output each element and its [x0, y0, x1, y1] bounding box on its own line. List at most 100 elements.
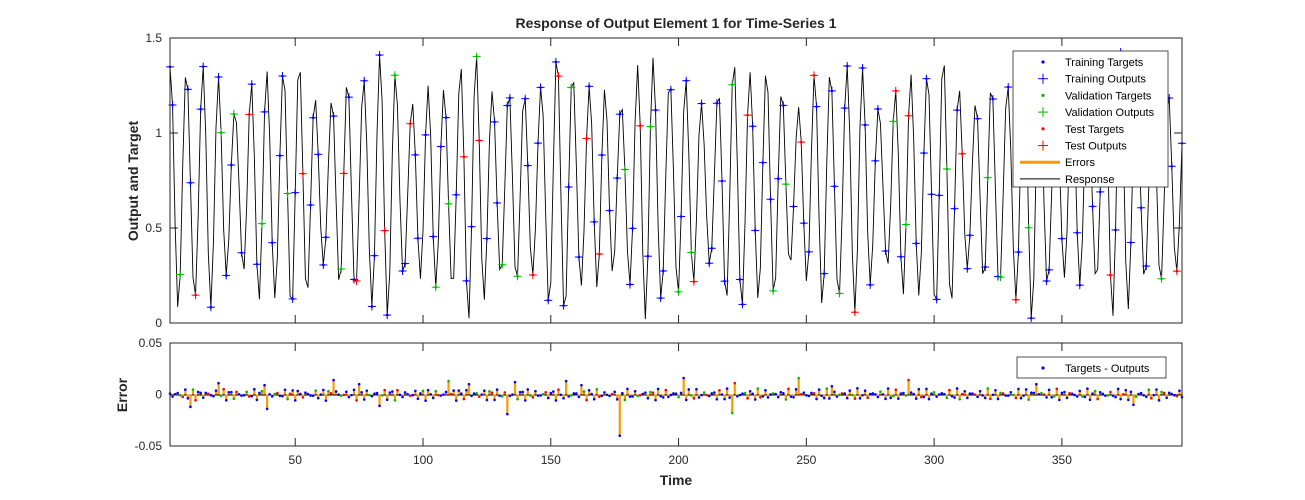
target-marker — [677, 290, 680, 294]
target-marker — [707, 261, 711, 265]
target-marker — [311, 116, 315, 120]
target-marker — [669, 88, 673, 92]
target-marker — [628, 283, 632, 286]
error-point — [1155, 388, 1158, 391]
error-point — [940, 391, 944, 395]
error-point — [360, 391, 363, 394]
legend-label: Response — [1065, 174, 1115, 186]
target-marker — [833, 185, 836, 188]
legend-label: Training Outputs — [1065, 74, 1146, 86]
error-point — [1144, 395, 1148, 399]
target-marker — [1109, 273, 1112, 277]
error-point — [743, 391, 747, 395]
error-point — [884, 397, 887, 401]
error-point — [856, 387, 859, 390]
error-point — [207, 392, 210, 396]
error-point — [728, 396, 731, 399]
target-marker — [1060, 237, 1064, 240]
error-point — [355, 399, 358, 402]
error-point — [1063, 390, 1066, 394]
error-point — [403, 391, 407, 394]
target-marker — [935, 298, 938, 301]
error-point — [1009, 390, 1013, 394]
error-point — [255, 398, 259, 402]
error-point — [608, 394, 611, 398]
error-point — [508, 394, 512, 398]
target-marker — [966, 267, 969, 270]
error-point — [1142, 393, 1145, 397]
target-marker — [523, 97, 527, 100]
error-point — [534, 389, 537, 393]
target-marker — [930, 192, 933, 196]
error-point — [1058, 398, 1061, 402]
error-point — [792, 395, 795, 399]
target-marker — [646, 254, 650, 258]
target-marker — [955, 108, 959, 112]
top-y-tick-label: 1 — [155, 126, 162, 140]
error-point — [334, 390, 338, 393]
error-point — [398, 393, 402, 397]
error-point — [352, 388, 356, 392]
top-legend-box — [1012, 50, 1169, 188]
error-point — [288, 392, 292, 396]
error-point — [191, 388, 195, 391]
error-point — [779, 390, 783, 394]
error-axes: Error Time -0.05 0 0.05 50 100 150 200 250 300 35… — [114, 336, 1184, 488]
error-point — [1104, 394, 1107, 397]
legend-dot-marker — [1041, 127, 1045, 131]
target-marker — [347, 95, 351, 99]
error-point — [1124, 388, 1128, 392]
error-point — [618, 434, 622, 438]
error-point — [858, 397, 862, 400]
target-marker — [853, 310, 857, 314]
target-marker — [516, 274, 519, 278]
target-marker — [615, 176, 619, 180]
error-point — [293, 399, 297, 402]
error-point — [184, 388, 187, 391]
error-point — [886, 387, 890, 390]
target-marker — [884, 249, 887, 253]
target-marker — [322, 263, 325, 267]
error-point — [996, 397, 1000, 401]
error-point — [736, 395, 739, 398]
target-marker — [761, 161, 765, 164]
error-point — [365, 389, 369, 392]
target-marker — [447, 202, 450, 206]
error-point — [186, 397, 190, 400]
target-marker — [217, 75, 220, 79]
target-marker — [1006, 85, 1010, 89]
target-marker — [416, 236, 420, 240]
error-point — [488, 390, 491, 393]
target-marker — [431, 235, 435, 238]
error-point — [863, 389, 867, 392]
error-point — [378, 404, 381, 408]
error-point — [838, 393, 841, 397]
error-point — [797, 376, 800, 380]
error-point — [265, 407, 269, 411]
error-point — [181, 395, 185, 399]
target-marker — [659, 296, 662, 300]
error-point — [715, 398, 719, 401]
target-marker — [600, 153, 604, 157]
error-point — [899, 392, 903, 395]
error-point — [626, 387, 629, 391]
error-point — [1060, 391, 1064, 395]
error-point — [224, 399, 228, 402]
error-point — [337, 393, 340, 397]
target-marker — [373, 254, 376, 257]
target-marker — [230, 163, 233, 167]
error-point — [807, 394, 811, 398]
target-marker — [393, 73, 397, 77]
error-point — [840, 392, 844, 395]
error-point — [738, 393, 742, 397]
target-marker — [730, 83, 734, 87]
error-point — [636, 394, 639, 398]
target-marker — [291, 297, 294, 301]
target-marker — [493, 120, 496, 124]
error-point — [194, 398, 197, 402]
target-marker — [577, 255, 581, 259]
error-point — [516, 397, 519, 401]
error-point — [677, 395, 680, 399]
error-point — [362, 398, 366, 401]
error-point — [562, 397, 565, 400]
